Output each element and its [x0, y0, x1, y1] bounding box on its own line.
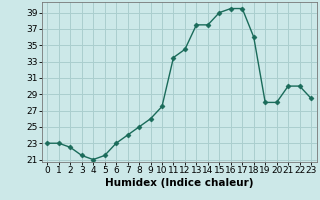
X-axis label: Humidex (Indice chaleur): Humidex (Indice chaleur) — [105, 178, 253, 188]
